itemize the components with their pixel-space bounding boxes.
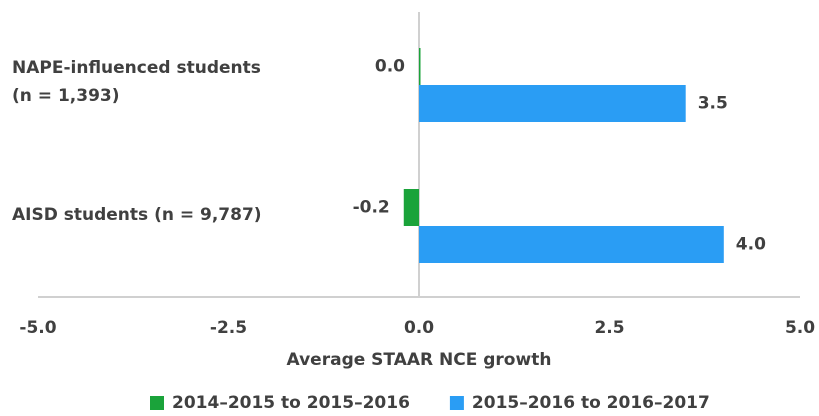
x-tick-label: -2.5 [210, 318, 247, 338]
bar [403, 189, 419, 226]
x-tick-label: 2.5 [594, 318, 624, 338]
x-tick-label: 0.0 [404, 318, 434, 338]
bar [419, 226, 724, 263]
value-label: 3.5 [698, 94, 728, 114]
bar [419, 85, 686, 122]
value-label: 4.0 [736, 235, 766, 255]
value-label: -0.2 [353, 198, 390, 218]
x-tick-label: 5.0 [785, 318, 815, 338]
bar [419, 48, 421, 85]
category-label: NAPE-influenced students (n = 1,393) [12, 58, 261, 106]
legend-swatch [449, 396, 464, 410]
legend-label: 2014–2015 to 2015–2016 [172, 393, 410, 413]
x-axis-label: Average STAAR NCE growth [287, 350, 552, 370]
legend-swatch [150, 396, 164, 410]
legend-label: 2015–2016 to 2016–2017 [472, 393, 710, 413]
category-label: AISD students (n = 9,787) [12, 205, 262, 225]
x-tick-label: -5.0 [19, 318, 56, 338]
value-label: 0.0 [375, 57, 405, 77]
